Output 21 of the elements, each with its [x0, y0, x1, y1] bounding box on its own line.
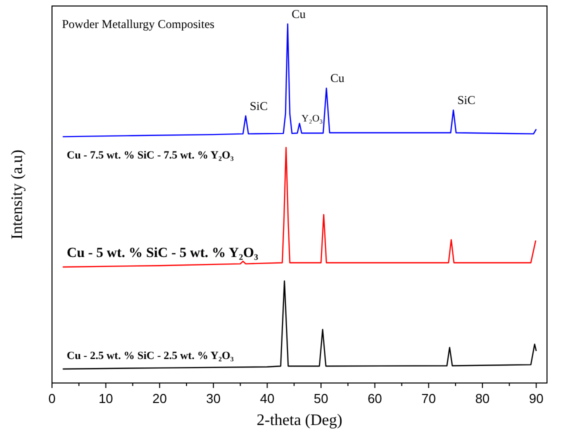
x-tick-label: 0: [48, 391, 56, 406]
x-axis-title: 2-theta (Deg): [256, 412, 342, 429]
annotation: Cu: [330, 71, 344, 86]
x-tick-label: 70: [421, 391, 436, 406]
x-tick-label: 50: [314, 391, 328, 406]
x-tick-label: 80: [475, 391, 490, 406]
x-tick-label: 30: [206, 391, 221, 406]
series-label: Cu - 5 wt. % SiC - 5 wt. % Y₂O₃: [66, 246, 258, 262]
x-tick-label: 90: [529, 391, 544, 406]
annotation: Y₂O₃: [302, 113, 323, 124]
x-tick-label: 40: [260, 391, 274, 406]
annotation: SiC: [457, 93, 476, 108]
series-label: Cu - 2.5 wt. % SiC - 2.5 wt. % Y₂O₃: [66, 350, 234, 362]
annotation: Powder Metallurgy Composites: [62, 17, 215, 31]
annotation: SiC: [250, 98, 268, 113]
annotation: Cu: [292, 6, 306, 21]
series-label: Cu - 7.5 wt. % SiC - 7.5 wt. % Y₂O₃: [66, 150, 234, 162]
x-tick-label: 20: [152, 391, 167, 406]
x-tick-label: 60: [368, 391, 382, 406]
y-axis-title: Intensity (a.u): [9, 150, 26, 240]
x-tick-label: 10: [98, 391, 114, 406]
